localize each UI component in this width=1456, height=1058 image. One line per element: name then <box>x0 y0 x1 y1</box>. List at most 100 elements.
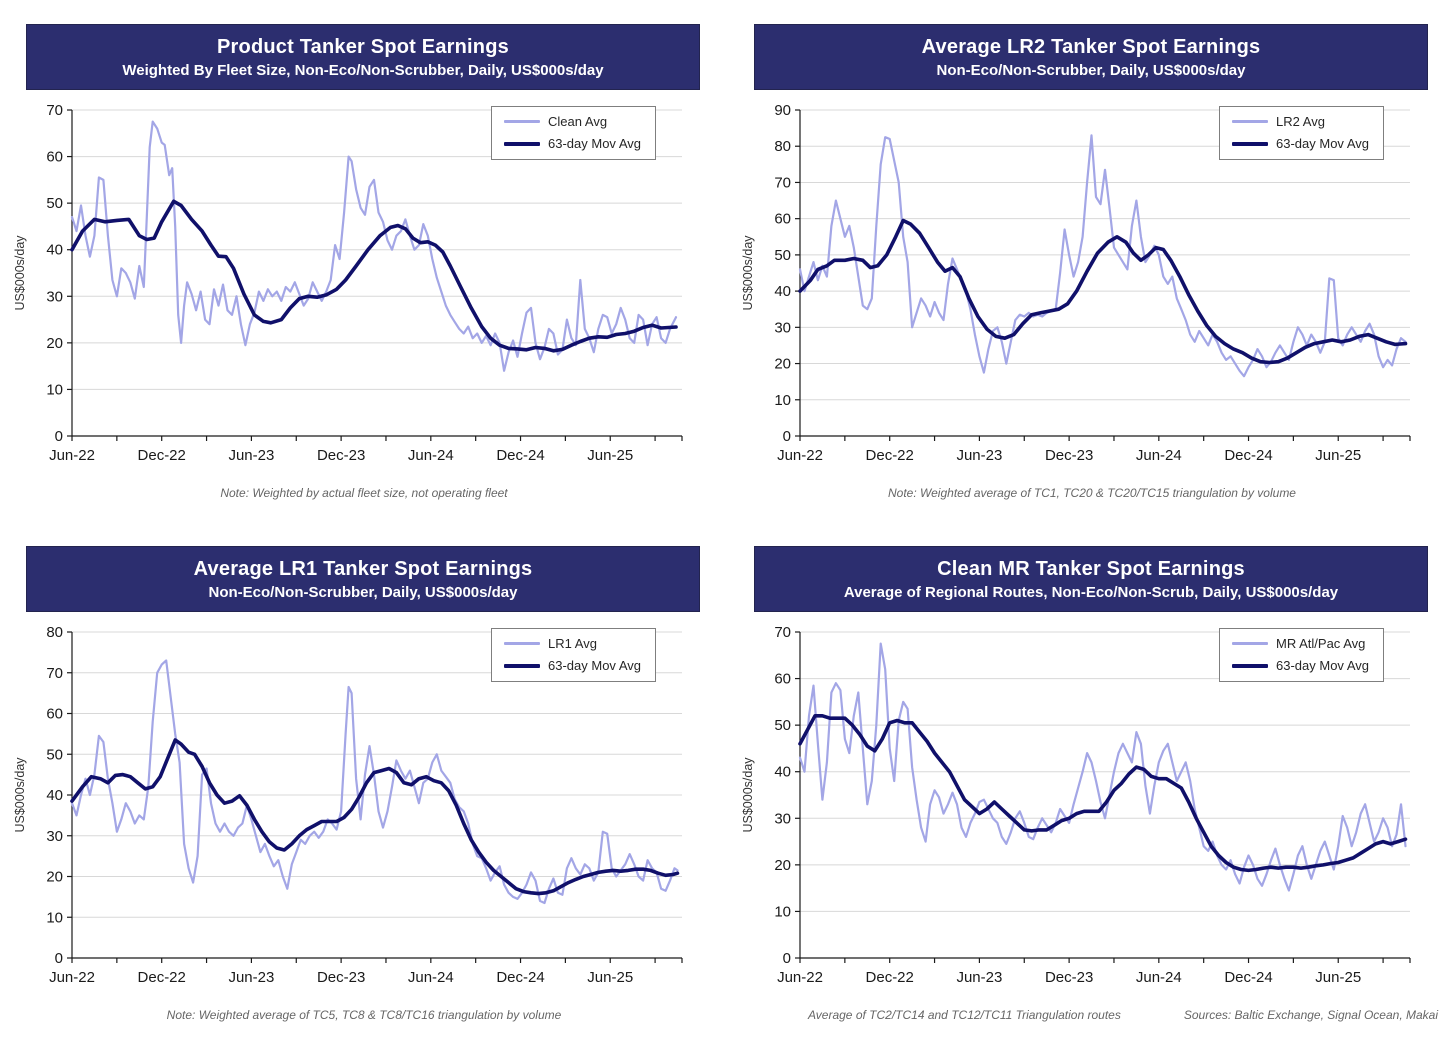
svg-text:Jun-25: Jun-25 <box>587 969 633 986</box>
daily-series-line <box>70 120 678 372</box>
daily-series-line <box>70 659 679 905</box>
chart-title: Product Tanker Spot Earnings <box>217 36 509 58</box>
svg-text:50: 50 <box>46 746 63 763</box>
svg-text:Jun-22: Jun-22 <box>777 447 823 464</box>
chart-panel-lr1: Average LR1 Tanker Spot Earnings Non-Eco… <box>0 536 728 1058</box>
svg-text:Jun-23: Jun-23 <box>228 447 274 464</box>
daily-line-swatch <box>504 120 541 123</box>
legend-label: Clean Avg <box>548 114 608 129</box>
plot-area: 0 10 20 30 40 50 60 70 80 Jun-22 Dec-22 Jun-23 Dec-2… <box>8 614 720 1006</box>
svg-text:30: 30 <box>774 810 791 827</box>
legend: LR1 Avg 63-day Mov Avg <box>491 628 656 682</box>
y-axis-label: US$000s/day <box>741 235 755 311</box>
chart-subtitle: Weighted By Fleet Size, Non-Eco/Non-Scru… <box>122 62 604 79</box>
legend-label: 63-day Mov Avg <box>548 136 641 151</box>
line-chart: 0 10 20 30 40 50 60 70 80 90 Jun-22 Dec-22 Jun-23 Dec… <box>741 102 1411 464</box>
legend-label: 63-day Mov Avg <box>1276 658 1369 673</box>
legend: LR2 Avg 63-day Mov Avg <box>1219 106 1384 160</box>
svg-text:Jun-24: Jun-24 <box>408 969 454 986</box>
y-axis-label: US$000s/day <box>741 757 755 833</box>
svg-text:Dec-22: Dec-22 <box>866 969 914 986</box>
svg-text:60: 60 <box>774 211 791 228</box>
note-row: Note: Weighted by actual fleet size, not… <box>0 486 728 500</box>
svg-text:40: 40 <box>46 787 63 804</box>
note-row: Note: Weighted average of TC1, TC20 & TC… <box>728 486 1456 500</box>
legend-item: 63-day Mov Avg <box>1232 658 1369 673</box>
svg-text:70: 70 <box>46 102 63 119</box>
chart-subtitle: Average of Regional Routes, Non-Eco/Non-… <box>843 584 1339 601</box>
svg-text:Dec-23: Dec-23 <box>1045 969 1093 986</box>
svg-text:Jun-25: Jun-25 <box>1315 447 1361 464</box>
svg-text:30: 30 <box>774 319 791 336</box>
chart-subtitle: Non-Eco/Non-Scrubber, Daily, US$000s/day <box>936 62 1246 79</box>
chart-title: Average LR1 Tanker Spot Earnings <box>193 558 533 580</box>
svg-text:20: 20 <box>46 869 63 886</box>
svg-text:30: 30 <box>46 828 63 845</box>
legend-item: Clean Avg <box>504 114 641 129</box>
chart-header: Average LR2 Tanker Spot Earnings Non-Eco… <box>754 24 1428 90</box>
svg-text:Jun-22: Jun-22 <box>49 969 95 986</box>
legend-item: MR Atl/Pac Avg <box>1232 636 1369 651</box>
legend-item: LR1 Avg <box>504 636 641 651</box>
moving-avg-swatch <box>504 141 541 146</box>
svg-text:Dec-22: Dec-22 <box>138 447 186 464</box>
svg-text:80: 80 <box>774 138 791 155</box>
legend: Clean Avg 63-day Mov Avg <box>491 106 656 160</box>
chart-panel-mr: Clean MR Tanker Spot Earnings Average of… <box>728 536 1456 1058</box>
moving-avg-swatch <box>1232 663 1269 668</box>
svg-text:70: 70 <box>46 665 63 682</box>
chart-header: Clean MR Tanker Spot Earnings Average of… <box>754 546 1428 612</box>
svg-text:0: 0 <box>55 428 63 445</box>
svg-text:0: 0 <box>55 950 63 967</box>
svg-text:Dec-24: Dec-24 <box>496 447 544 464</box>
svg-text:90: 90 <box>774 102 791 119</box>
daily-series-line <box>798 134 1407 378</box>
legend-label: LR2 Avg <box>1276 114 1325 129</box>
svg-text:60: 60 <box>46 149 63 166</box>
svg-text:Dec-24: Dec-24 <box>496 969 544 986</box>
chart-title: Clean MR Tanker Spot Earnings <box>937 558 1245 580</box>
svg-text:Jun-24: Jun-24 <box>408 447 454 464</box>
chart-header: Average LR1 Tanker Spot Earnings Non-Eco… <box>26 546 700 612</box>
svg-text:Dec-24: Dec-24 <box>1224 969 1272 986</box>
svg-text:Dec-22: Dec-22 <box>138 969 186 986</box>
svg-text:Jun-23: Jun-23 <box>956 969 1002 986</box>
chart-panel-lr2: Average LR2 Tanker Spot Earnings Non-Eco… <box>728 14 1456 536</box>
moving-avg-swatch <box>1232 141 1269 146</box>
svg-text:0: 0 <box>783 950 791 967</box>
legend-item: 63-day Mov Avg <box>1232 136 1369 151</box>
svg-text:10: 10 <box>46 909 63 926</box>
chart-panel-product-tanker: Product Tanker Spot Earnings Weighted By… <box>0 14 728 536</box>
svg-text:40: 40 <box>46 242 63 259</box>
moving-average-line <box>70 199 678 353</box>
svg-text:Jun-24: Jun-24 <box>1136 447 1182 464</box>
svg-text:50: 50 <box>774 717 791 734</box>
svg-text:Jun-24: Jun-24 <box>1136 969 1182 986</box>
svg-text:20: 20 <box>774 356 791 373</box>
svg-text:Dec-23: Dec-23 <box>317 969 365 986</box>
svg-text:60: 60 <box>774 671 791 688</box>
svg-text:Dec-23: Dec-23 <box>1045 447 1093 464</box>
svg-text:10: 10 <box>46 381 63 398</box>
svg-text:70: 70 <box>774 624 791 641</box>
daily-line-swatch <box>1232 642 1269 645</box>
line-chart: 0 10 20 30 40 50 60 70 Jun-22 Dec-22 Jun-23 Dec-23 J… <box>13 102 683 464</box>
svg-text:20: 20 <box>46 335 63 352</box>
svg-text:70: 70 <box>774 174 791 191</box>
svg-text:Dec-24: Dec-24 <box>1224 447 1272 464</box>
daily-line-swatch <box>1232 120 1269 123</box>
legend-item: LR2 Avg <box>1232 114 1369 129</box>
legend: MR Atl/Pac Avg 63-day Mov Avg <box>1219 628 1384 682</box>
svg-text:10: 10 <box>774 903 791 920</box>
svg-text:40: 40 <box>774 764 791 781</box>
svg-text:Jun-22: Jun-22 <box>49 447 95 464</box>
svg-text:Jun-25: Jun-25 <box>587 447 633 464</box>
svg-text:Jun-22: Jun-22 <box>777 969 823 986</box>
daily-line-swatch <box>504 642 541 645</box>
svg-text:0: 0 <box>783 428 791 445</box>
svg-text:Jun-23: Jun-23 <box>228 969 274 986</box>
chart-header: Product Tanker Spot Earnings Weighted By… <box>26 24 700 90</box>
svg-text:10: 10 <box>774 392 791 409</box>
chart-title: Average LR2 Tanker Spot Earnings <box>921 36 1261 58</box>
plot-area: 0 10 20 30 40 50 60 70 80 90 Jun-22 Dec-22 Jun-23 Dec… <box>736 92 1448 484</box>
